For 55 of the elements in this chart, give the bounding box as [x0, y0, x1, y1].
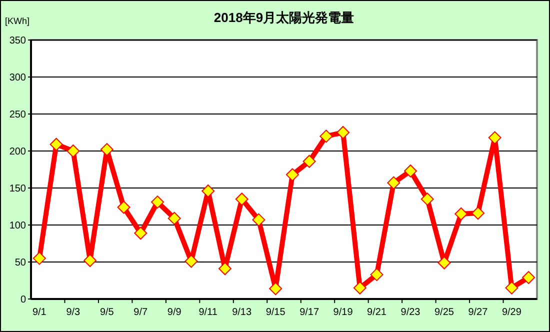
x-tick-label: 9/15 — [266, 307, 286, 318]
chart-title: 2018年9月太陽光発電量 — [214, 10, 354, 25]
point — [117, 200, 130, 214]
point — [32, 252, 46, 265]
point — [100, 143, 114, 156]
point — [269, 282, 282, 296]
point — [151, 196, 164, 209]
y-tick-label: 200 — [9, 146, 26, 158]
point — [370, 268, 384, 282]
x-tick-label: 9/3 — [66, 307, 81, 318]
x-tick-label: 9/11 — [198, 307, 218, 318]
y-tick-label: 100 — [9, 220, 26, 232]
x-tick-label: 9/5 — [100, 307, 114, 318]
x-tick-label: 9/27 — [468, 307, 488, 318]
point — [488, 131, 502, 144]
x-tick-label: 9/9 — [167, 307, 182, 318]
point — [202, 184, 215, 198]
x-tick-label: 9/29 — [502, 307, 522, 318]
point — [50, 138, 63, 151]
x-tick-label: 9/7 — [134, 307, 148, 318]
point — [320, 130, 333, 143]
point — [471, 206, 484, 220]
x-tick-label: 9/21 — [367, 307, 387, 318]
point — [302, 154, 316, 168]
y-tick-label: 250 — [9, 110, 26, 120]
y-tick-label: 0 — [20, 294, 26, 306]
x-tick-label: 9/19 — [333, 307, 354, 318]
point — [134, 226, 148, 240]
y-tick-label: 50 — [14, 258, 26, 268]
point — [252, 213, 266, 226]
point — [387, 176, 400, 190]
point — [184, 254, 198, 268]
point — [353, 281, 366, 294]
point — [438, 256, 451, 270]
y-tick-label: 350 — [9, 36, 26, 46]
point — [235, 192, 248, 206]
point — [336, 126, 350, 139]
x-tick-label: 9/1 — [32, 307, 47, 318]
point — [420, 192, 434, 206]
point — [505, 281, 518, 294]
point — [404, 164, 417, 178]
point — [84, 254, 97, 268]
point — [286, 168, 299, 182]
point — [66, 144, 80, 158]
y-tick-label: 300 — [9, 72, 26, 84]
x-tick-label: 9/25 — [434, 307, 454, 318]
x-tick-label: 9/23 — [400, 307, 421, 318]
x-tick-label: 9/17 — [300, 307, 320, 318]
point — [454, 207, 468, 220]
point — [168, 212, 181, 225]
y-axis-title: [KWh] — [5, 16, 30, 26]
point — [522, 271, 536, 284]
y-tick-label: 150 — [9, 184, 26, 194]
point — [218, 262, 232, 276]
x-tick-label: 9/13 — [232, 307, 252, 318]
